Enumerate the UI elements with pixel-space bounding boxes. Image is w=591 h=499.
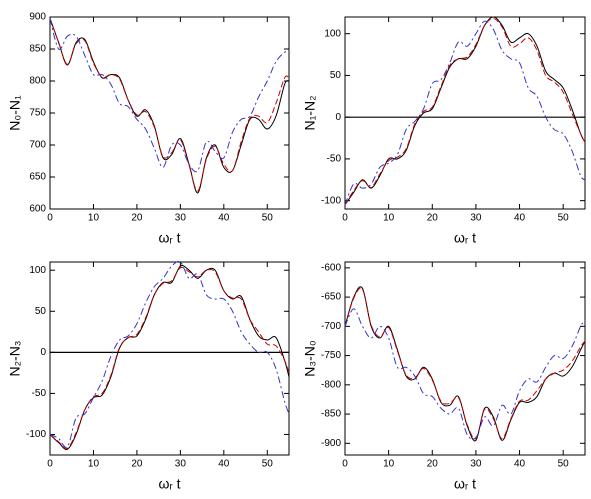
- x-tick-label: 20: [131, 459, 143, 470]
- x-tick-label: 30: [470, 459, 482, 470]
- y-tick-label: 800: [29, 76, 46, 87]
- x-tick-label: 50: [558, 459, 570, 470]
- y-tick-label: 0: [40, 347, 46, 358]
- x-tick-label: 40: [218, 459, 230, 470]
- x-tick-label: 50: [558, 213, 570, 224]
- x-tick-label: 10: [88, 213, 100, 224]
- series-line: [344, 20, 586, 206]
- x-tick-label: 20: [427, 213, 439, 224]
- y-tick-label: 100: [29, 265, 46, 276]
- series-line: [344, 16, 586, 206]
- y-axis-label: N₃-N₀: [302, 340, 318, 377]
- y-tick-label: -700: [321, 321, 341, 332]
- y-tick-label: 750: [29, 108, 46, 119]
- series-line: [49, 18, 290, 194]
- x-tick-label: 20: [427, 459, 439, 470]
- x-tick-label: 0: [47, 459, 53, 470]
- x-axis-label: ωᵣ t: [158, 230, 180, 246]
- y-tick-label: -100: [26, 429, 46, 440]
- x-tick-label: 30: [470, 213, 482, 224]
- y-tick-label: 0: [335, 112, 341, 123]
- y-tick-label: -750: [321, 350, 341, 361]
- x-tick-label: 40: [514, 459, 526, 470]
- x-tick-label: 10: [88, 459, 100, 470]
- x-axis-label: ωᵣ t: [158, 476, 180, 492]
- y-tick-label: -100: [321, 195, 341, 206]
- plot-frame: [49, 16, 290, 210]
- plot-frame: [344, 261, 586, 456]
- y-tick-label: 50: [35, 306, 47, 317]
- series-line: [344, 308, 586, 440]
- y-tick-label: 50: [330, 70, 342, 81]
- x-tick-label: 50: [262, 213, 274, 224]
- series-line: [49, 260, 290, 449]
- x-tick-label: 0: [342, 459, 348, 470]
- y-tick-label: 850: [29, 44, 46, 55]
- y-tick-label: -50: [32, 388, 47, 399]
- y-tick-label: 700: [29, 140, 46, 151]
- series-line: [49, 266, 290, 450]
- plot-frame: [344, 16, 586, 210]
- x-tick-label: 10: [383, 213, 395, 224]
- y-tick-label: 900: [29, 12, 46, 23]
- y-axis-label: N₁-N₂: [302, 95, 318, 130]
- y-axis-label: N₂-N₃: [7, 340, 23, 376]
- x-tick-label: 30: [175, 213, 187, 224]
- series-line: [49, 18, 290, 173]
- x-tick-label: 40: [218, 213, 230, 224]
- x-tick-label: 20: [131, 213, 143, 224]
- series-line: [49, 265, 290, 450]
- y-axis-label: N₀-N₁: [7, 95, 23, 131]
- y-tick-label: -50: [327, 154, 342, 165]
- y-tick-label: -900: [321, 438, 341, 449]
- y-tick-label: -800: [321, 379, 341, 390]
- x-axis-label: ωᵣ t: [454, 230, 476, 246]
- y-tick-label: 650: [29, 172, 46, 183]
- y-tick-label: 600: [29, 204, 46, 215]
- x-tick-label: 0: [47, 213, 53, 224]
- plot-frame: [49, 261, 290, 456]
- x-tick-label: 30: [175, 459, 187, 470]
- series-line: [344, 18, 586, 206]
- series-line: [344, 287, 586, 440]
- y-tick-label: 100: [324, 28, 341, 39]
- x-axis-label: ωᵣ t: [454, 476, 476, 492]
- x-tick-label: 40: [514, 213, 526, 224]
- x-tick-label: 0: [342, 213, 348, 224]
- x-tick-label: 10: [383, 459, 395, 470]
- y-tick-label: -650: [321, 292, 341, 303]
- y-tick-label: -850: [321, 409, 341, 420]
- y-tick-label: -600: [321, 262, 341, 273]
- series-line: [49, 18, 290, 192]
- x-tick-label: 50: [262, 459, 274, 470]
